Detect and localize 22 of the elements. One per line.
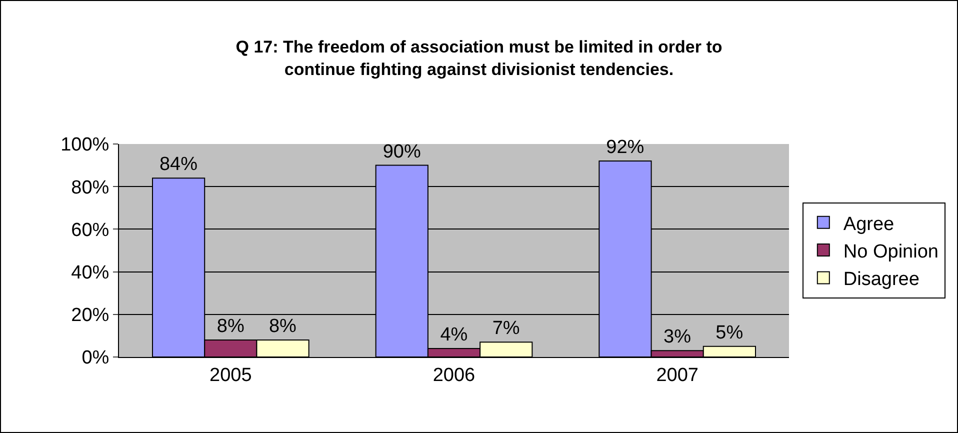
data-label: 7% [492, 318, 520, 340]
y-tick-label: 40% [71, 262, 110, 284]
data-label: 8% [216, 316, 244, 337]
data-label: 92% [606, 137, 644, 158]
data-label: 90% [382, 141, 421, 162]
data-label: 4% [440, 324, 468, 346]
y-tick-label: 60% [71, 220, 110, 241]
data-label: 3% [664, 326, 692, 348]
chart-title: Q 17: The freedom of association must be limited in order to continue fighting against divisionist tendencies. [236, 38, 722, 79]
y-tick-label: 20% [71, 305, 110, 326]
x-tick-label: 2006 [432, 364, 476, 386]
y-tick-label: 100% [60, 134, 110, 156]
y-tick-label: 0% [82, 348, 110, 369]
legend-label: No Opinion [843, 241, 938, 262]
legend-label: Agree [843, 214, 894, 235]
data-label: 5% [716, 322, 744, 344]
y-tick-label: 80% [71, 177, 110, 198]
x-tick-label: 2005 [210, 364, 252, 386]
x-tick-label: 2007 [656, 364, 698, 386]
data-label: 8% [268, 316, 297, 337]
data-label: 84% [159, 154, 198, 176]
legend-label: Disagree [843, 269, 920, 290]
